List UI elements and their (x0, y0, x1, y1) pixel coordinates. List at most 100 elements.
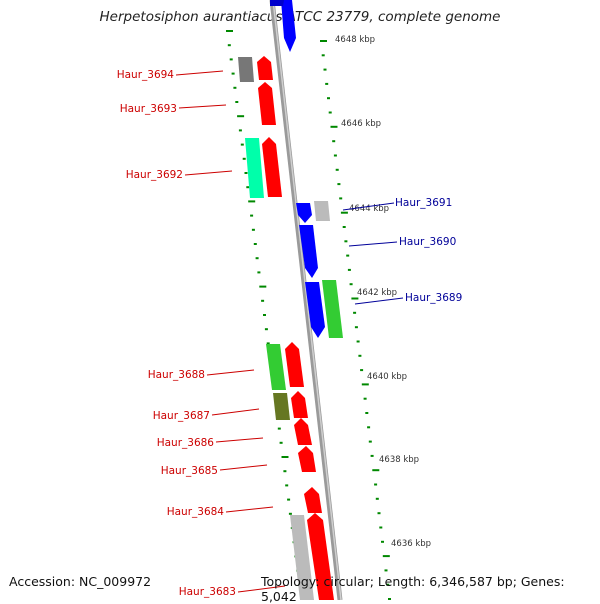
guide-dot (237, 115, 245, 118)
gene-label-haur-3685[interactable]: Haur_3685 (161, 465, 218, 477)
guide-dot (375, 497, 379, 500)
gene-arrow[interactable] (273, 393, 290, 420)
backbone (269, 0, 343, 600)
guide-dot (339, 197, 343, 200)
guide-dot (257, 271, 261, 274)
gene-label-haur-3687[interactable]: Haur_3687 (153, 410, 210, 422)
guide-dot (340, 211, 348, 214)
gene-arrow[interactable] (304, 487, 322, 513)
guide-dot (226, 30, 233, 32)
gene-arrow[interactable] (281, 0, 296, 52)
gene-arrow[interactable] (298, 446, 316, 472)
guide-dot (285, 484, 289, 487)
gene-arrow[interactable] (262, 137, 282, 197)
guide-dot (283, 470, 287, 473)
guide-dot (370, 454, 374, 457)
gene-label-haur-3684[interactable]: Haur_3684 (167, 506, 225, 518)
gene-arrow[interactable] (322, 280, 343, 338)
tick-label: 4638 kbp (379, 455, 419, 465)
guide-dot (333, 154, 337, 157)
gene-arrow[interactable] (285, 342, 304, 387)
guide-dot (246, 186, 250, 189)
guide-dot (238, 129, 242, 132)
guide-dot (379, 526, 383, 529)
guide-dot (332, 140, 336, 143)
guide-dot (251, 228, 255, 231)
guide-dot (327, 97, 330, 100)
gene-label-lines (175, 70, 404, 593)
gene-label-haur-3691[interactable]: Haur_3691 (395, 197, 452, 209)
gene-arrow[interactable] (299, 225, 318, 278)
guide-dot (264, 328, 268, 331)
gene-arrow[interactable] (245, 138, 264, 198)
gene-label-haur-3686[interactable]: Haur_3686 (157, 437, 215, 449)
guide-dot (356, 340, 360, 343)
guide-dot (242, 157, 246, 160)
guide-dot (360, 369, 364, 372)
guide-dot (342, 226, 346, 228)
guide-dot (354, 326, 358, 329)
gene-label-haur-3690[interactable]: Haur_3690 (399, 236, 456, 248)
guide-dot (384, 569, 388, 572)
gene-arrow[interactable] (294, 418, 312, 445)
gene-label-haur-3689[interactable]: Haur_3689 (405, 292, 462, 304)
guide-dot (250, 214, 254, 217)
guide-dot (279, 441, 283, 444)
gene-arrow[interactable] (290, 515, 314, 600)
coordinate-ticks: 4648 kbp 4646 kbp 4644 kbp 4642 kbp 4640… (335, 35, 431, 549)
guide-dot (346, 254, 350, 257)
guide-dot (335, 168, 339, 171)
guide-dot (266, 342, 270, 345)
gene-labels: Haur_3694 Haur_3693 Haur_3692 Haur_3691 … (117, 69, 463, 598)
guide-dot (351, 297, 359, 300)
guide-dot (347, 268, 351, 271)
guide-dot (358, 354, 362, 357)
guide-dot (244, 172, 248, 174)
gene-arrow[interactable] (258, 82, 276, 125)
gene-label-haur-3692[interactable]: Haur_3692 (126, 169, 183, 181)
guide-dot (255, 257, 259, 260)
gene-arrow[interactable] (291, 391, 308, 418)
gene-label-haur-3688[interactable]: Haur_3688 (148, 369, 205, 381)
gene-label-haur-3693[interactable]: Haur_3693 (120, 103, 177, 115)
gene-label-haur-3694[interactable]: Haur_3694 (117, 69, 175, 81)
guide-dot (388, 598, 391, 600)
guide-dot (320, 40, 327, 42)
guide-dot (365, 412, 369, 414)
guide-dot (227, 44, 231, 47)
guide-dot (330, 125, 338, 128)
gene-arrow[interactable] (305, 282, 325, 338)
guide-dot (374, 483, 378, 486)
guide-dot (372, 469, 380, 472)
tick-label: 4636 kbp (391, 539, 431, 549)
guide-dot (281, 456, 289, 458)
tick-label: 4648 kbp (335, 35, 375, 45)
guide-dot (321, 54, 325, 57)
guide-dot (363, 397, 367, 400)
guide-dot (263, 314, 266, 316)
gene-arrow[interactable] (238, 57, 254, 82)
accession-text: Accession: NC_009972 (9, 574, 152, 589)
gene-label-haur-3683[interactable]: Haur_3683 (179, 586, 236, 598)
guide-dot (328, 111, 332, 114)
guide-dot (337, 183, 341, 186)
guide-dot (287, 498, 291, 501)
gene-arrow[interactable] (314, 201, 330, 221)
guide-dot (386, 583, 390, 586)
guide-dot (231, 72, 235, 75)
gene-arrow[interactable] (307, 513, 334, 600)
guide-dot (382, 555, 390, 558)
guide-dot (248, 200, 256, 203)
gene-arrow[interactable] (266, 344, 286, 390)
guide-dot (261, 299, 265, 302)
guide-dot (253, 243, 257, 245)
guide-dot (361, 383, 369, 386)
tick-label: 4646 kbp (341, 119, 381, 129)
gene-arrow[interactable] (257, 56, 273, 80)
gene-arrow[interactable] (296, 203, 312, 223)
guide-dot (240, 143, 244, 146)
gene-arrow[interactable] (270, 0, 284, 6)
page-title: Herpetosiphon aurantiacus ATCC 23779, co… (99, 9, 501, 25)
